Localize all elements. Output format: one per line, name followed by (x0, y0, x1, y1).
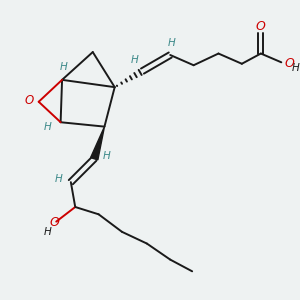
Text: O: O (285, 57, 295, 70)
Text: H: H (130, 55, 138, 65)
Text: O: O (25, 94, 34, 107)
Text: H: H (55, 174, 62, 184)
Text: O: O (50, 216, 60, 229)
Polygon shape (91, 127, 104, 160)
Text: H: H (44, 122, 51, 132)
Text: H: H (44, 227, 51, 237)
Text: H: H (168, 38, 176, 48)
Text: H: H (103, 151, 110, 161)
Text: O: O (256, 20, 266, 33)
Text: H: H (60, 62, 68, 72)
Text: H: H (292, 63, 300, 73)
